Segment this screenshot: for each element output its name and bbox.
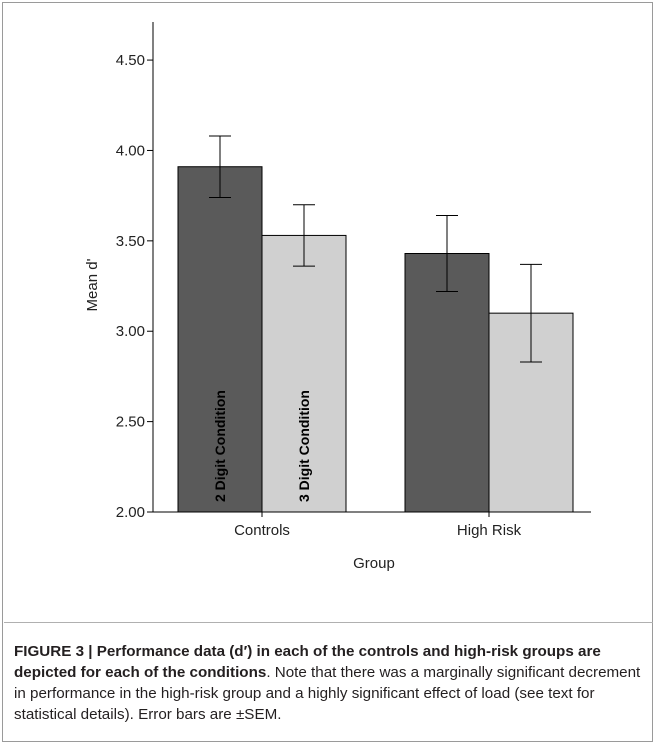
- y-tick-label: 2.50: [116, 414, 145, 431]
- caption-body-text: . Note that there was a marginally signi…: [14, 664, 641, 723]
- y-tick-label: 4.00: [116, 142, 145, 159]
- series-label: 2 Digit Condition: [212, 390, 228, 502]
- bar: [404, 253, 490, 513]
- caption-separator: [4, 622, 653, 623]
- y-tick-label: 3.50: [116, 233, 145, 250]
- x-tick-label: Controls: [234, 522, 290, 539]
- caption-bold-text: FIGURE 3 | Performance data (d′) in each…: [14, 643, 601, 681]
- labels: 2.00 2.50 3.00 3.50 4.00 4.50 Mean d' 2 Digit C…: [84, 52, 522, 572]
- y-tick-label: 3.00: [116, 323, 145, 340]
- bar-chart: 2.00 2.50 3.00 3.50 4.00 4.50 Mean d' 2 Digit C…: [84, 22, 591, 572]
- bar: [177, 166, 263, 513]
- y-tick-label: 4.50: [116, 52, 145, 69]
- bars: [177, 135, 574, 513]
- y-axis-label: Mean d': [84, 258, 101, 311]
- figure-caption: FIGURE 3 | Performance data (d′) in each…: [14, 641, 642, 725]
- x-tick-label: High Risk: [457, 522, 522, 539]
- series-label: 3 Digit Condition: [296, 390, 312, 502]
- y-tick-label: 2.00: [116, 504, 145, 521]
- bar: [261, 234, 347, 513]
- x-axis-label: Group: [353, 555, 395, 572]
